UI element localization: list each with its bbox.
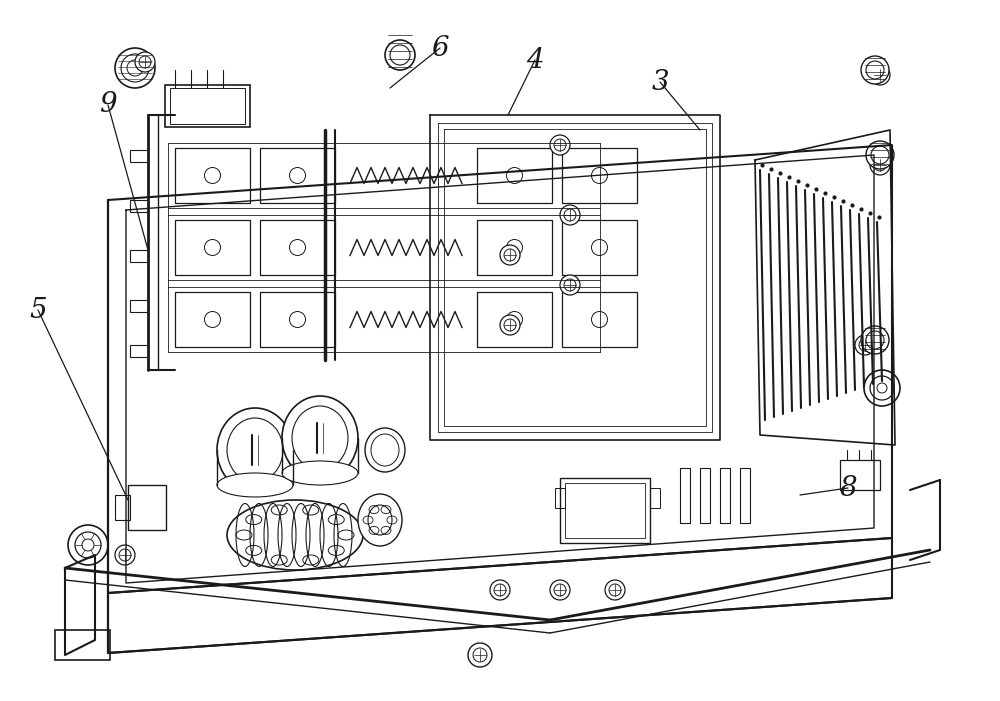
Circle shape <box>866 141 894 169</box>
Bar <box>477 292 552 347</box>
Bar <box>562 220 637 275</box>
Bar <box>130 250 148 262</box>
Circle shape <box>550 580 570 600</box>
Circle shape <box>864 370 900 406</box>
Text: 4: 4 <box>526 46 544 74</box>
Bar <box>700 468 710 523</box>
Ellipse shape <box>282 396 358 480</box>
Circle shape <box>135 52 155 72</box>
Bar <box>175 148 250 203</box>
Bar <box>740 468 750 523</box>
Bar <box>130 200 148 212</box>
Bar <box>562 292 637 347</box>
Bar <box>175 292 250 347</box>
Ellipse shape <box>217 473 293 497</box>
Bar <box>680 468 690 523</box>
Circle shape <box>115 48 155 88</box>
Bar <box>560 478 650 543</box>
Text: 5: 5 <box>29 297 47 323</box>
Ellipse shape <box>282 461 358 485</box>
Bar <box>260 148 335 203</box>
Text: 9: 9 <box>99 92 117 118</box>
Text: 6: 6 <box>431 34 449 62</box>
Bar <box>115 495 130 520</box>
Circle shape <box>605 580 625 600</box>
Circle shape <box>560 205 580 225</box>
Ellipse shape <box>227 500 363 570</box>
Bar <box>720 468 730 523</box>
Bar <box>128 485 166 530</box>
Bar <box>840 460 880 490</box>
Bar <box>562 148 637 203</box>
Bar <box>260 292 335 347</box>
Bar <box>170 88 245 124</box>
Ellipse shape <box>365 428 405 472</box>
Circle shape <box>861 326 889 354</box>
Bar <box>55 630 110 660</box>
Bar <box>165 85 250 127</box>
Bar <box>130 150 148 162</box>
Text: 3: 3 <box>651 69 669 95</box>
Bar <box>175 220 250 275</box>
Circle shape <box>490 580 510 600</box>
Circle shape <box>385 40 415 70</box>
Bar <box>477 148 552 203</box>
Bar <box>130 345 148 357</box>
Ellipse shape <box>217 408 293 492</box>
Bar <box>650 488 660 508</box>
Bar <box>565 483 645 538</box>
Text: 8: 8 <box>839 475 857 501</box>
Bar <box>130 300 148 312</box>
Circle shape <box>115 545 135 565</box>
Circle shape <box>500 315 520 335</box>
Circle shape <box>855 335 875 355</box>
Circle shape <box>550 135 570 155</box>
Circle shape <box>560 275 580 295</box>
Circle shape <box>870 65 890 85</box>
Bar <box>477 220 552 275</box>
Circle shape <box>861 56 889 84</box>
Bar <box>555 488 565 508</box>
Bar <box>260 220 335 275</box>
Circle shape <box>870 155 890 175</box>
Circle shape <box>468 643 492 667</box>
Ellipse shape <box>358 494 402 546</box>
Circle shape <box>68 525 108 565</box>
Circle shape <box>500 245 520 265</box>
